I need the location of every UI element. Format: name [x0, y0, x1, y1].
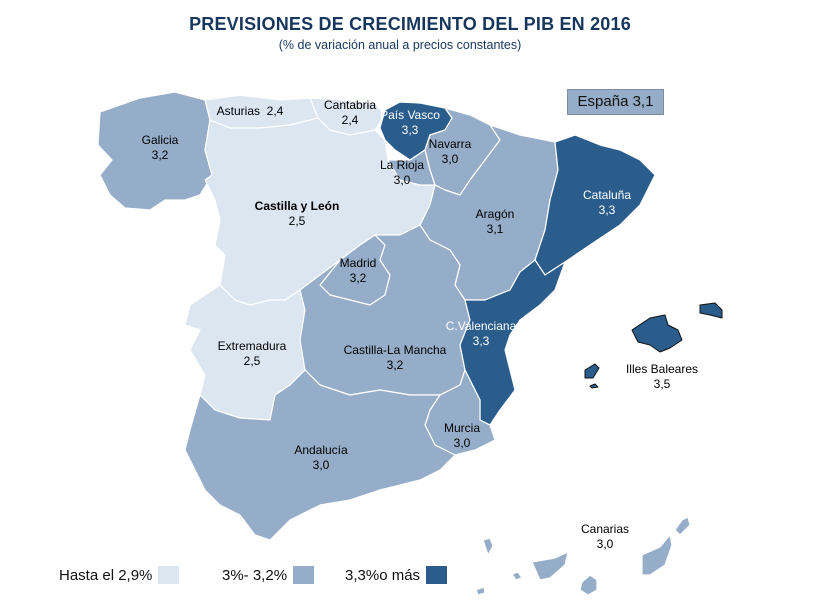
label-extremadura: Extremadura 2,5	[217, 339, 287, 368]
legend-label-low: Hasta el 2,9%	[59, 566, 153, 584]
region-baleares-mallorca	[631, 314, 683, 353]
label-cataluna: Cataluña 3,3	[582, 188, 632, 217]
region-canarias-hierro	[475, 586, 486, 596]
label-murcia: Murcia 3,0	[443, 421, 481, 450]
legend-item-low: Hasta el 2,9%	[59, 566, 180, 584]
region-canarias-fuerteventura	[641, 534, 673, 576]
label-illes-baleares: Illes Baleares 3,5	[625, 362, 699, 391]
label-aragon: Aragón 3,1	[475, 207, 515, 236]
region-canarias-gomera	[511, 571, 523, 581]
region-canarias-tenerife	[531, 551, 569, 581]
legend-item-high: 3,3%o más	[345, 566, 448, 584]
legend-swatch-low	[158, 566, 180, 584]
region-baleares-formentera	[589, 383, 599, 389]
region-canarias-lapalma	[482, 537, 494, 556]
region-canarias-lanzarote	[674, 516, 691, 536]
national-value-box: España 3,1	[567, 89, 664, 115]
region-andalucia	[184, 369, 456, 541]
label-cantabria: Cantabria 2,4	[323, 98, 377, 127]
label-la-rioja: La Rioja 3,0	[379, 158, 425, 187]
label-asturias: Asturias 2,4	[216, 104, 284, 118]
region-canarias-grancanaria	[579, 574, 598, 596]
label-castilla-la-mancha: Castilla-La Mancha 3,2	[343, 343, 447, 372]
map-title: PREVISIONES DE CRECIMIENTO DEL PIB EN 20…	[189, 14, 631, 34]
region-cataluna	[534, 134, 656, 276]
label-castilla-leon: Castilla y León 2,5	[254, 199, 340, 228]
label-pais-vasco: País Vasco 3,3	[380, 108, 440, 137]
label-galicia: Galicia 3,2	[141, 133, 179, 162]
region-baleares-menorca	[699, 302, 723, 319]
legend-label-high: 3,3%o más	[345, 566, 421, 584]
region-baleares-ibiza	[584, 363, 600, 379]
legend-item-mid: 3%- 3,2%	[222, 566, 315, 584]
label-c-valenciana: C.Valenciana 3,3	[445, 319, 517, 348]
label-andalucia: Andalucía 3,0	[294, 443, 348, 472]
legend-swatch-high	[426, 566, 448, 584]
label-canarias: Canarias 3,0	[580, 522, 630, 551]
legend-swatch-mid	[293, 566, 315, 584]
legend-label-mid: 3%- 3,2%	[222, 566, 288, 584]
label-madrid: Madrid 3,2	[339, 256, 377, 285]
region-la-rioja	[387, 149, 436, 186]
map-subtitle: (% de variación anual a precios constant…	[278, 38, 522, 52]
label-navarra: Navarra 3,0	[428, 137, 472, 166]
region-galicia	[97, 91, 213, 211]
